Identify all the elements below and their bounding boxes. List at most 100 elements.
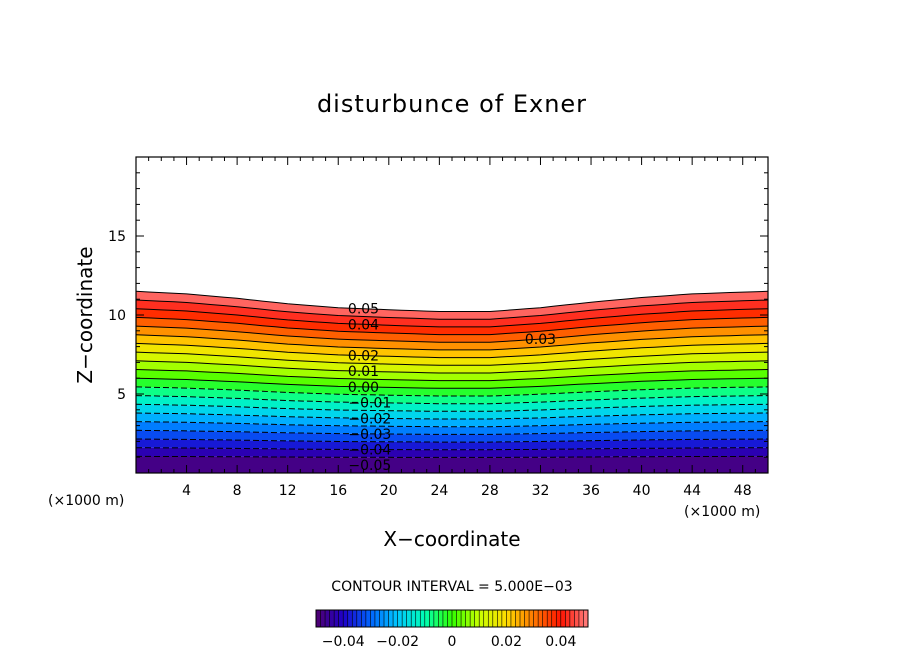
contour-line xyxy=(136,386,768,397)
colorbar-swatch xyxy=(501,610,507,627)
contour-label: −0.05 xyxy=(348,458,391,474)
contour-band xyxy=(136,343,768,366)
contour-band xyxy=(136,334,768,358)
contour-line xyxy=(136,342,768,359)
colorbar-swatch xyxy=(406,610,412,627)
contour-line xyxy=(136,377,768,389)
contour-label-layer: 0.050.04 0.03 0.020.010.00−0.01−0.02−0.03 −… xyxy=(348,302,556,474)
contour-line xyxy=(136,412,768,420)
contour-line xyxy=(136,403,768,412)
colorbar-swatch xyxy=(415,610,421,627)
contour-label: 0.05 xyxy=(348,302,379,318)
colorbar-swatch xyxy=(420,610,426,627)
colorbar-swatch xyxy=(343,610,349,627)
colorbar-swatch xyxy=(411,610,417,627)
colorbar-swatch xyxy=(456,610,462,627)
contour-label: 0.01 xyxy=(348,364,379,380)
colorbar-swatch xyxy=(397,610,403,627)
contour-band xyxy=(136,369,768,389)
y-axis-title: Z−coordinate xyxy=(73,246,97,383)
colorbar-swatch xyxy=(574,610,580,627)
colorbar-swatch xyxy=(388,610,394,627)
contour-line xyxy=(136,438,768,443)
x-tick-label: 24 xyxy=(430,483,448,499)
contour-line xyxy=(136,299,768,320)
contour-label: 0.03 xyxy=(525,332,556,348)
contour-band xyxy=(136,352,768,373)
x-tick-label: 12 xyxy=(279,483,297,499)
x-axis-title: X−coordinate xyxy=(383,527,520,551)
colorbar-swatch xyxy=(529,610,534,627)
contour-label: 0.02 xyxy=(348,349,379,365)
y-axis-unit: (×1000 m) xyxy=(48,493,124,509)
contour-label: −0.01 xyxy=(348,396,391,412)
colorbar-swatch xyxy=(452,610,457,627)
colorbar-swatch xyxy=(384,610,389,627)
x-tick-label: 4 xyxy=(182,483,191,499)
contour-fill-layer xyxy=(136,291,768,473)
contour-line xyxy=(136,316,768,336)
colorbar-swatch xyxy=(510,610,516,627)
colorbar-swatch xyxy=(361,610,367,627)
contour-label: −0.03 xyxy=(348,427,391,443)
colorbar-swatch xyxy=(365,610,371,627)
contour-band xyxy=(136,421,768,435)
colorbar-swatch xyxy=(347,610,353,627)
colorbar-swatch xyxy=(465,610,471,627)
y-tick-label: 15 xyxy=(108,229,126,245)
y-tick-label: 5 xyxy=(117,387,126,403)
colorbar-swatch xyxy=(556,610,562,627)
colorbar-swatch xyxy=(565,610,571,627)
colorbar-tick-label: −0.04 xyxy=(322,634,365,650)
contour-band xyxy=(136,360,768,381)
colorbar-tick-label: −0.02 xyxy=(376,634,419,650)
colorbar-frame xyxy=(315,609,589,628)
colorbar-swatch xyxy=(329,610,335,627)
colorbar-swatch xyxy=(542,610,548,627)
contour-label: 0.04 xyxy=(348,317,379,333)
colorbar-swatch xyxy=(506,610,512,627)
contour-label: 0.00 xyxy=(348,380,379,396)
colorbar-swatch xyxy=(547,610,553,627)
colorbar-swatch xyxy=(316,610,321,627)
colorbar-swatch xyxy=(370,610,376,627)
colorbar-swatch xyxy=(479,610,485,627)
colorbar-swatch xyxy=(538,610,543,627)
colorbar-swatch xyxy=(352,610,358,627)
colorbar-swatch xyxy=(447,610,453,627)
contour-line xyxy=(136,334,768,351)
contour-line xyxy=(136,290,768,312)
contour-line xyxy=(136,421,768,428)
colorbar-swatch xyxy=(560,610,566,627)
colorbar-swatch xyxy=(334,610,339,627)
x-tick-label: 44 xyxy=(683,483,701,499)
contour-line xyxy=(136,369,768,382)
contour-line xyxy=(136,455,768,458)
x-tick-label: 28 xyxy=(481,483,499,499)
colorbar-swatch xyxy=(497,610,503,627)
colorbar xyxy=(316,610,589,627)
contour-band xyxy=(136,395,768,412)
contour-line xyxy=(136,325,768,343)
x-tick-label: 16 xyxy=(329,483,347,499)
contour-line xyxy=(136,308,768,328)
colorbar-swatch xyxy=(438,610,444,627)
colorbar-tick-label: 0.04 xyxy=(545,634,576,650)
contour-band xyxy=(136,456,768,473)
colorbar-swatch xyxy=(325,610,330,627)
colorbar-swatch xyxy=(356,610,362,627)
colorbar-tick-labels: −0.04 −0.02 0 0.02 0.04 xyxy=(322,634,577,650)
colorbar-swatch xyxy=(483,610,489,627)
colorbar-swatch xyxy=(402,610,407,627)
colorbar-swatch xyxy=(520,610,525,627)
colorbar-swatch xyxy=(583,610,589,627)
contour-label: −0.02 xyxy=(348,411,391,427)
y-tick-label: 10 xyxy=(108,308,126,324)
x-axis-unit: (×1000 m) xyxy=(684,504,760,520)
colorbar-swatch xyxy=(320,610,326,627)
x-tick-label: 48 xyxy=(734,483,752,499)
contour-line xyxy=(136,395,768,405)
colorbar-swatch xyxy=(474,610,480,627)
contour-interval-label: CONTOUR INTERVAL = 5.000E−03 xyxy=(331,579,572,595)
